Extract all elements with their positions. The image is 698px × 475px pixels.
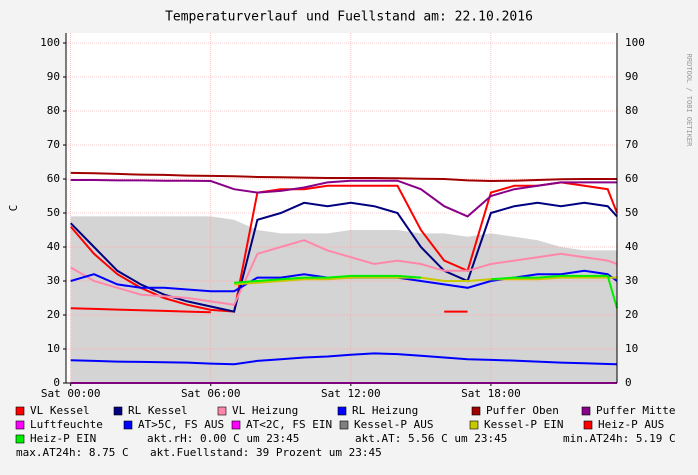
x-tick-label: Sat 00:00 [41,387,101,400]
y2-tick-label: 100 [625,36,645,49]
y2-tick-label: 60 [625,172,638,185]
status-text: akt.rH: 0.00 C um 23:45 [147,432,299,445]
y-tick-label: 10 [47,342,60,355]
y2-tick-label: 70 [625,138,638,151]
legend-swatch [471,406,481,416]
legend-label: RL Kessel [128,404,188,417]
y-tick-label: 100 [40,36,60,49]
chart-title: Temperaturverlauf und Fuellstand am: 22.… [165,10,533,25]
side-text: RRDTOOL / TOBI OETIKER [685,54,693,148]
status-text: min.AT24h: 5.19 C [563,432,676,445]
legend-label: AT>5C, FS AUS [138,418,224,431]
series-line [70,179,617,218]
legend-swatch [217,406,227,416]
y2-tick-label: 10 [625,342,638,355]
legend-label: VL Heizung [232,404,298,417]
series-line [70,239,618,306]
legend-swatch [231,420,241,430]
y-tick-label: 50 [47,206,60,219]
y-tick-label: 30 [47,274,60,287]
legend-label: VL Kessel [30,404,90,417]
legend-label: AT<2C, FS EIN [246,418,332,431]
y2-tick-label: 80 [625,104,638,117]
legend-swatch [15,406,25,416]
legend-label: Kessel-P EIN [484,418,563,431]
y-tick-label: 0 [53,376,60,389]
y-tick-label: 90 [47,70,60,83]
status-text: akt.Fuellstand: 39 Prozent um 23:45 [150,446,382,459]
legend-label: Puffer Mitte [596,404,675,417]
legend-swatch [583,420,593,430]
y2-tick-label: 40 [625,240,638,253]
legend-label: RL Heizung [352,404,418,417]
y-tick-label: 20 [47,308,60,321]
series-line [70,352,618,366]
y2-tick-label: 30 [625,274,638,287]
y2-tick-label: 0 [625,376,632,389]
legend-label: Heiz-P AUS [598,418,664,431]
legend-swatch [113,406,123,416]
area [70,216,617,383]
y2-tick-label: 90 [625,70,638,83]
x-tick-label: Sat 12:00 [321,387,381,400]
x-tick-label: Sat 18:00 [461,387,521,400]
y-axis-label: C [7,205,20,212]
y-tick-label: 40 [47,240,60,253]
legend-swatch [337,406,347,416]
y2-tick-label: 20 [625,308,638,321]
legend-swatch [15,420,25,430]
series-line [234,276,617,286]
legend-swatch [15,434,25,444]
legend-swatch [581,406,591,416]
x-tick-label: Sat 06:00 [181,387,241,400]
status-text: max.AT24h: 8.75 C [16,446,129,459]
series-line [234,274,618,309]
series-line [70,307,468,314]
y-tick-label: 70 [47,138,60,151]
legend-swatch [339,420,349,430]
legend-label: Kessel-P AUS [354,418,433,431]
y-tick-label: 80 [47,104,60,117]
legend-label: Puffer Oben [486,404,559,417]
legend-swatch [469,420,479,430]
legend-label: Heiz-P EIN [30,432,96,445]
legend-label: Luftfeuchte [30,418,103,431]
status-text: akt.AT: 5.56 C um 23:45 [355,432,507,445]
series-line [70,171,617,183]
y-tick-label: 60 [47,172,60,185]
y2-tick-label: 50 [625,206,638,219]
legend-swatch [123,420,133,430]
series-line [69,201,618,313]
